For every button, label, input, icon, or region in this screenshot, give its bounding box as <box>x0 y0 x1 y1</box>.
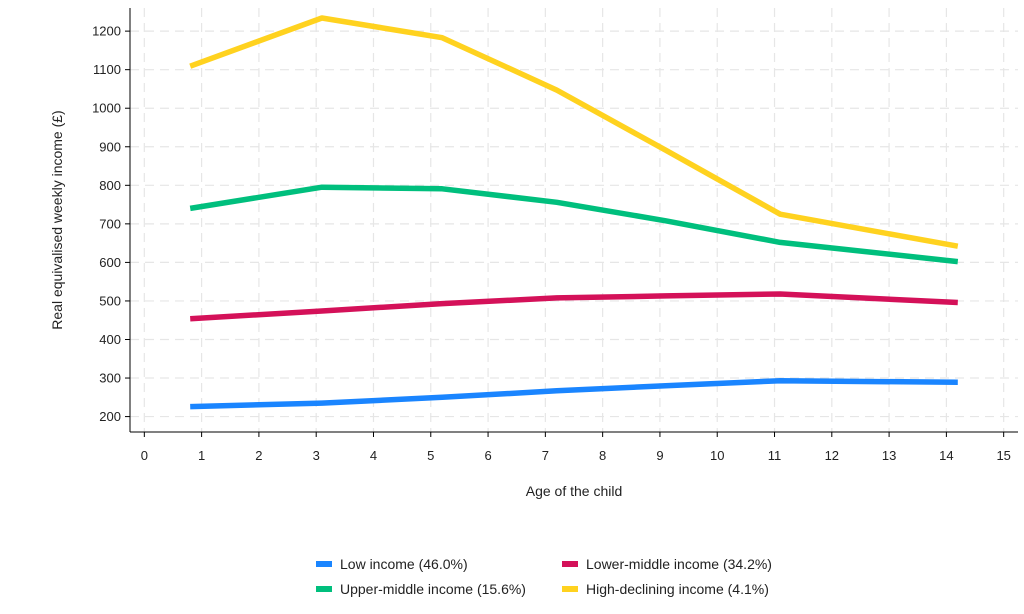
y-tick-label: 800 <box>99 178 121 193</box>
y-tick-label: 900 <box>99 139 121 154</box>
x-tick-label: 4 <box>370 448 377 463</box>
x-tick-label: 12 <box>825 448 839 463</box>
series-line-3 <box>189 184 959 265</box>
x-tick-label: 13 <box>882 448 896 463</box>
series-line-1 <box>190 377 958 410</box>
x-tick-label: 5 <box>427 448 434 463</box>
grid <box>130 8 1018 432</box>
x-tick-label: 3 <box>313 448 320 463</box>
x-tick-label: 1 <box>198 448 205 463</box>
series-line-4 <box>189 15 959 249</box>
legend-label: Low income (46.0%) <box>340 556 468 572</box>
legend: Low income (46.0%) Lower-middle income (3… <box>316 556 772 597</box>
x-tick-label: 7 <box>542 448 549 463</box>
x-axis-title: Age of the child <box>526 483 623 499</box>
y-tick-label: 300 <box>99 371 121 386</box>
series-line-2 <box>190 291 958 322</box>
y-tick-label: 400 <box>99 332 121 347</box>
x-tick-label: 0 <box>141 448 148 463</box>
y-tick-label: 500 <box>99 293 121 308</box>
y-axis-title: Real equivalised weekly income (£) <box>49 110 65 329</box>
legend-item: High-declining income (4.1%) <box>562 581 769 597</box>
y-tick-label: 200 <box>99 409 121 424</box>
series-lines <box>189 15 959 410</box>
x-tick-label: 2 <box>255 448 262 463</box>
x-tick-label: 10 <box>710 448 724 463</box>
legend-item: Lower-middle income (34.2%) <box>562 556 772 572</box>
legend-swatch <box>562 561 578 567</box>
x-tick-label: 11 <box>768 448 782 463</box>
legend-label: Upper-middle income (15.6%) <box>340 581 526 597</box>
legend-item: Low income (46.0%) <box>316 556 468 572</box>
legend-swatch <box>316 586 332 592</box>
legend-label: Lower-middle income (34.2%) <box>586 556 772 572</box>
y-tick-label: 1100 <box>93 62 121 77</box>
y-tick-label: 600 <box>99 255 121 270</box>
legend-swatch <box>562 586 578 592</box>
x-tick-label: 6 <box>484 448 491 463</box>
y-tick-label: 1000 <box>92 101 121 116</box>
legend-item: Upper-middle income (15.6%) <box>316 581 526 597</box>
legend-label: High-declining income (4.1%) <box>586 581 769 597</box>
y-tick-label: 1200 <box>92 24 121 39</box>
y-tick-label: 700 <box>99 216 121 231</box>
legend-swatch <box>316 561 332 567</box>
x-tick-label: 14 <box>939 448 953 463</box>
x-tick-label: 8 <box>599 448 606 463</box>
x-tick-label: 9 <box>656 448 663 463</box>
x-tick-label: 15 <box>996 448 1010 463</box>
